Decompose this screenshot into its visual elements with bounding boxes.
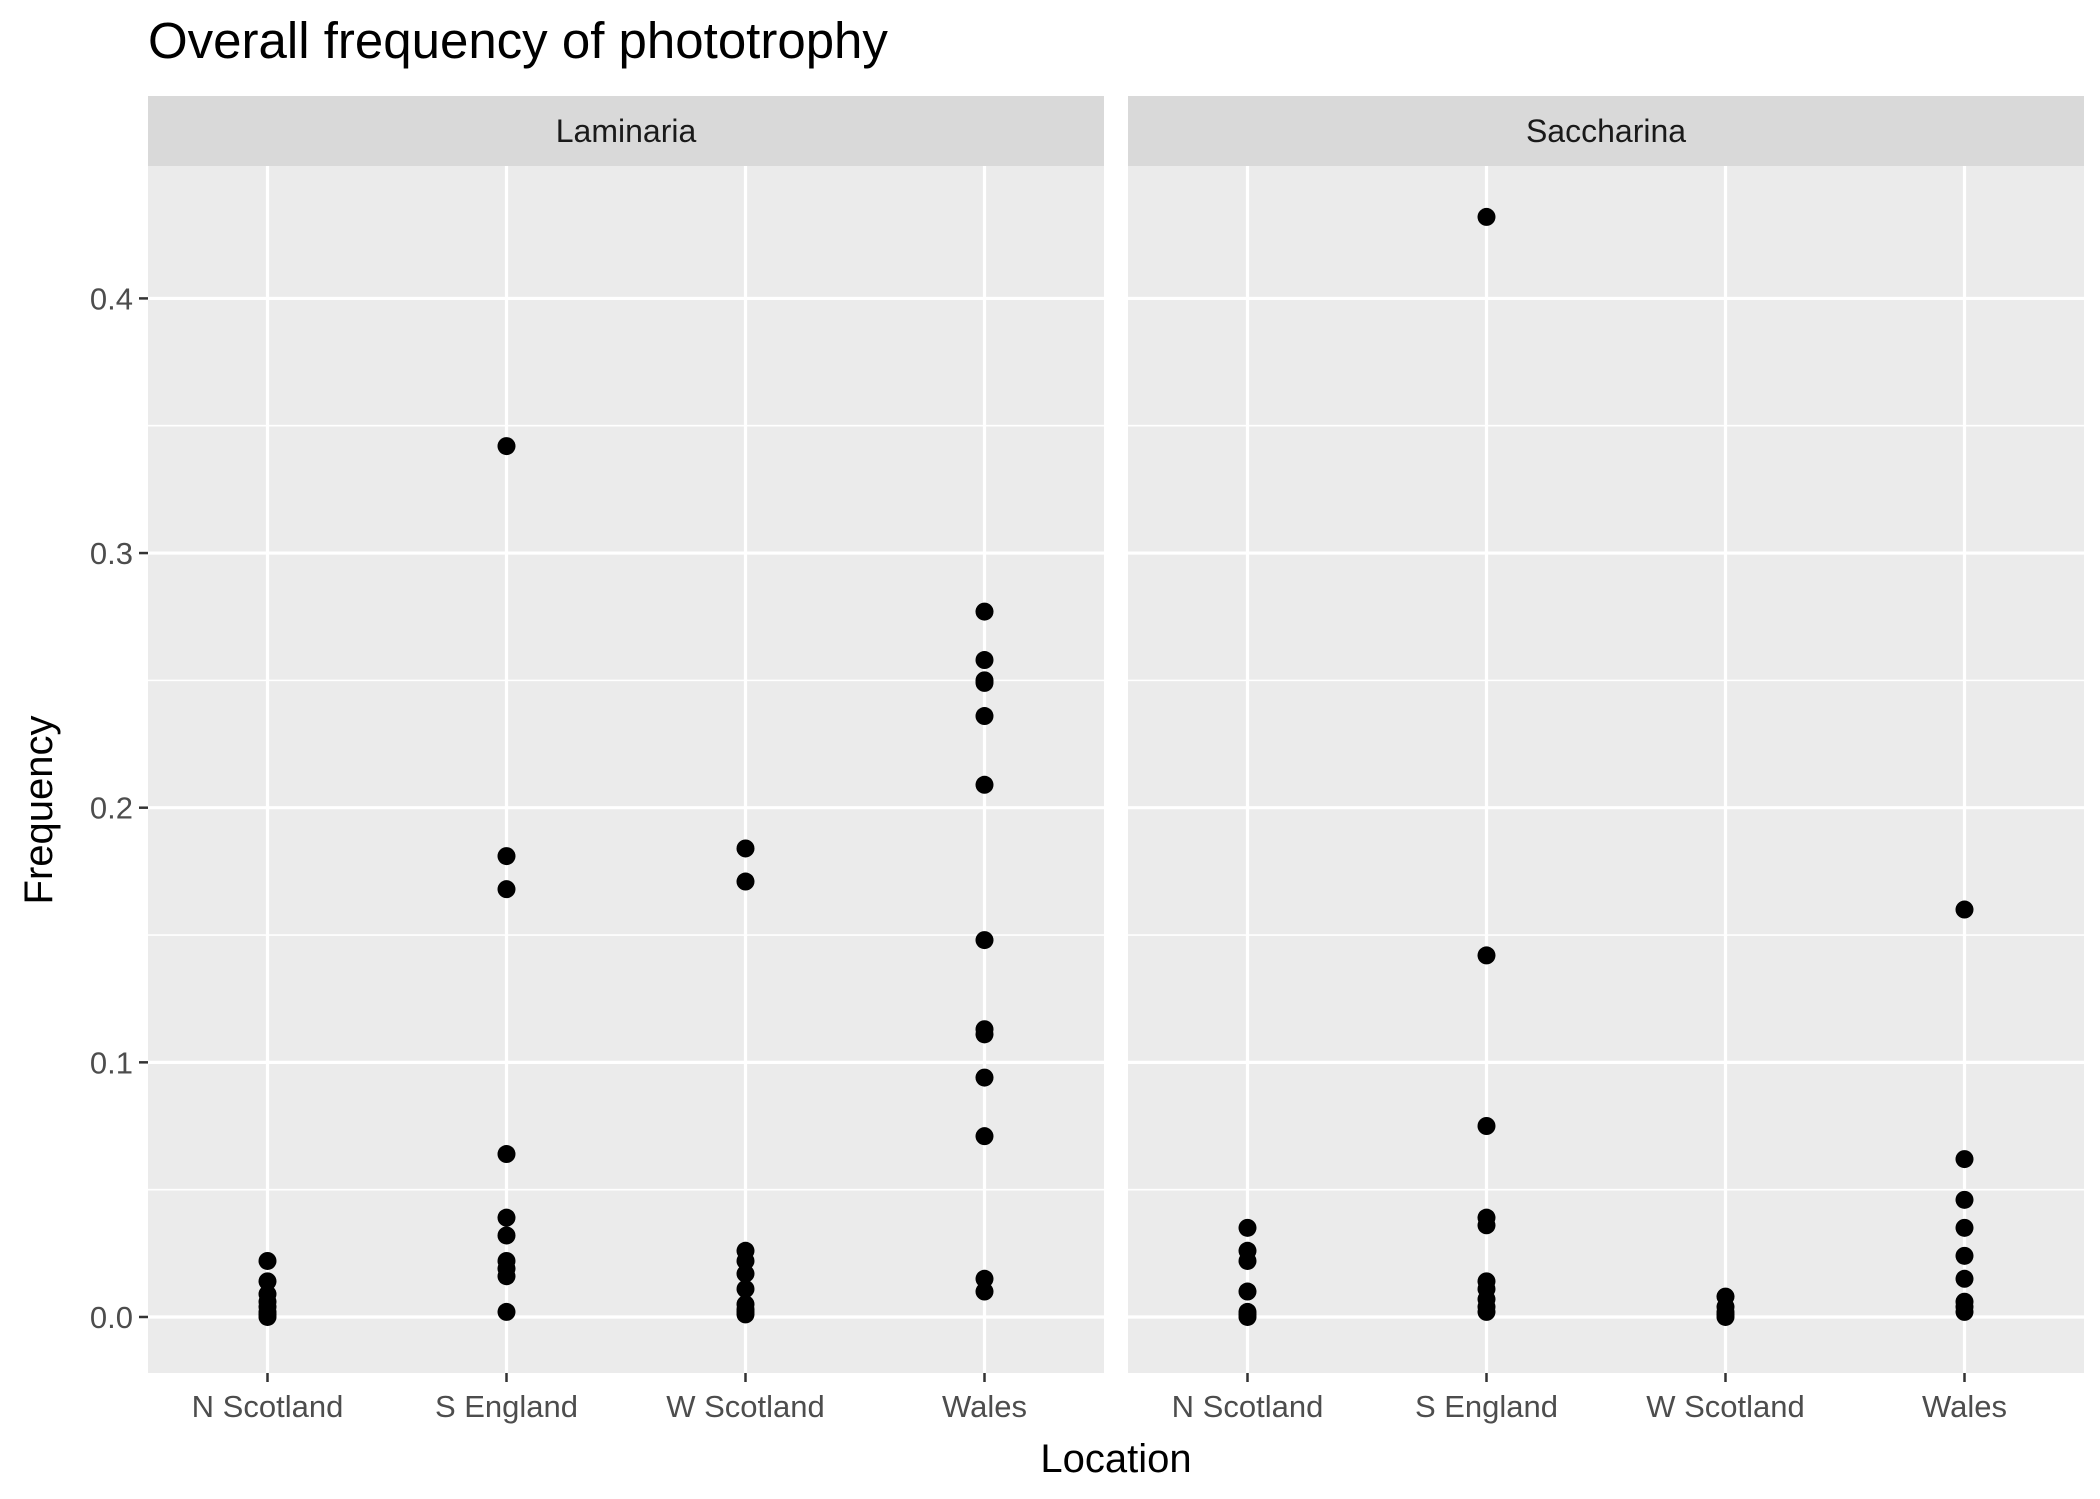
data-point bbox=[975, 1068, 994, 1087]
x-axis-title: Location bbox=[1040, 1437, 1191, 1481]
data-point bbox=[736, 1264, 755, 1283]
data-point bbox=[1955, 1246, 1974, 1265]
data-point bbox=[975, 602, 994, 621]
y-tick-label: 0.0 bbox=[90, 1300, 133, 1335]
data-point bbox=[736, 839, 755, 858]
data-point bbox=[497, 1267, 516, 1286]
data-point bbox=[497, 1145, 516, 1164]
panel-laminaria: Laminaria N Scotland S England W Scotland Wa… bbox=[148, 96, 1104, 1424]
y-axis: 0.0 0.1 0.2 0.3 0.4 bbox=[90, 281, 148, 1335]
data-point bbox=[1955, 900, 1974, 919]
data-point bbox=[1238, 1307, 1257, 1326]
data-point bbox=[1238, 1218, 1257, 1237]
y-tick-label: 0.4 bbox=[90, 281, 133, 316]
data-point bbox=[1716, 1307, 1735, 1326]
chart-title: Overall frequency of phototrophy bbox=[148, 12, 888, 69]
panel-background bbox=[148, 166, 1104, 1373]
data-point bbox=[975, 1025, 994, 1044]
data-point bbox=[1477, 946, 1496, 965]
x-tick-label: Wales bbox=[942, 1389, 1027, 1424]
data-point bbox=[258, 1272, 277, 1291]
panel-saccharina: Saccharina N Scotland S England W Scotland W… bbox=[1128, 96, 2084, 1424]
x-tick-label: Wales bbox=[1922, 1389, 2007, 1424]
data-point bbox=[975, 1282, 994, 1301]
panel-background bbox=[1128, 166, 2084, 1373]
facet-strip bbox=[148, 96, 1104, 166]
facet-strip bbox=[1128, 96, 2084, 166]
data-point bbox=[1955, 1302, 1974, 1321]
data-point bbox=[1955, 1150, 1974, 1169]
y-tick-label: 0.2 bbox=[90, 791, 133, 826]
data-point bbox=[497, 1208, 516, 1227]
data-point bbox=[1238, 1251, 1257, 1270]
x-tick-label: N Scotland bbox=[192, 1389, 344, 1424]
data-point bbox=[736, 1251, 755, 1270]
data-point bbox=[258, 1251, 277, 1270]
x-tick-label: W Scotland bbox=[666, 1389, 825, 1424]
data-point bbox=[975, 673, 994, 692]
x-tick-label: S England bbox=[1415, 1389, 1558, 1424]
data-point bbox=[736, 1279, 755, 1298]
data-point bbox=[1477, 1216, 1496, 1235]
y-tick-label: 0.1 bbox=[90, 1045, 133, 1080]
data-point bbox=[497, 437, 516, 456]
data-point bbox=[497, 880, 516, 899]
data-point bbox=[975, 1127, 994, 1146]
data-point bbox=[1477, 1302, 1496, 1321]
data-point bbox=[1955, 1218, 1974, 1237]
data-point bbox=[736, 1305, 755, 1324]
data-point bbox=[497, 1226, 516, 1245]
y-axis-title: Frequency bbox=[17, 716, 61, 905]
data-point bbox=[975, 931, 994, 950]
x-tick-label: N Scotland bbox=[1172, 1389, 1324, 1424]
data-point bbox=[975, 707, 994, 726]
data-point bbox=[1477, 1116, 1496, 1135]
x-tick-label: S England bbox=[435, 1389, 578, 1424]
panels-layer: Laminaria N Scotland S England W Scotland Wa… bbox=[148, 96, 2084, 1424]
data-point bbox=[1238, 1282, 1257, 1301]
y-tick-label: 0.3 bbox=[90, 536, 133, 571]
data-point bbox=[258, 1307, 277, 1326]
data-point bbox=[1477, 207, 1496, 226]
x-tick-label: W Scotland bbox=[1646, 1389, 1805, 1424]
data-point bbox=[736, 872, 755, 891]
data-point bbox=[975, 651, 994, 670]
facet-strip-label: Laminaria bbox=[556, 113, 697, 149]
data-point bbox=[497, 1302, 516, 1321]
data-point bbox=[975, 775, 994, 794]
facet-strip-label: Saccharina bbox=[1526, 113, 1686, 149]
data-point bbox=[1955, 1190, 1974, 1209]
data-point bbox=[975, 1269, 994, 1288]
data-point bbox=[1955, 1269, 1974, 1288]
data-point bbox=[497, 847, 516, 866]
